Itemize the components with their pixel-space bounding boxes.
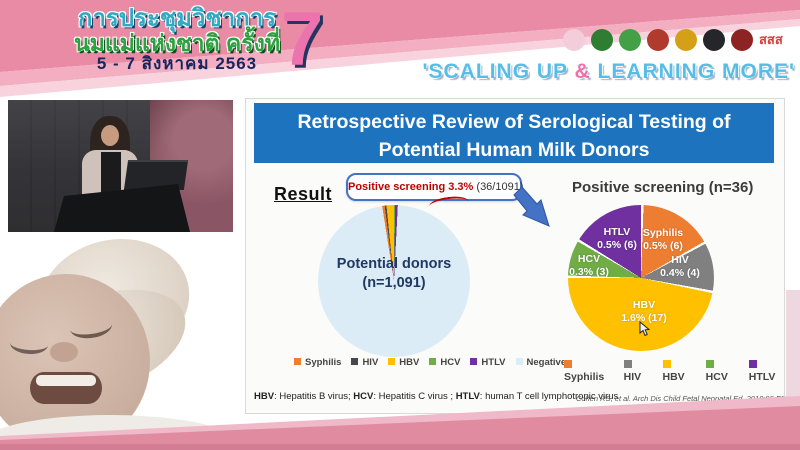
medical-association-black-logo-icon [703,29,725,51]
legend-item: Negative [515,357,566,368]
legend-item: HBV [662,359,694,383]
pie-left-center-label: Potential donors (n=1,091) [318,255,470,293]
conference-title: การประชุมวิชาการ นมแม่แห่งชาติ ครั้งที่ … [52,6,302,73]
slogan-part2: LEARNING MORE' [590,60,795,83]
presentation-slide: Retrospective Review of Serological Test… [245,98,800,414]
child-nose [50,342,78,362]
slice-label-syphilis: Syphilis 0.5% (6) [642,227,684,253]
slogan-ampersand: & [574,60,591,83]
positive-screening-callout: Positive screening 3.3% (36/1091) [346,173,524,201]
slice-label-hbv: HBV 1.6% (17) [621,299,667,325]
child-teeth [36,375,96,386]
legend-item: HBV [388,357,419,368]
legend-item: HCV [429,357,460,368]
top-banner: การประชุมวิชาการ นมแม่แห่งชาติ ครั้งที่ … [0,0,800,100]
legend-key-hbv [388,358,396,365]
public-health-green-logo-icon [619,29,641,51]
breastfeeding-foundation-logo-icon [563,29,585,51]
legend-key-hcv [705,360,714,368]
health-ministry-green-logo-icon [591,29,613,51]
legend-item: Syphilis [294,357,341,368]
conference-date: 5 - 7 สิงหาคม 2563 [96,54,258,74]
slide-title: Retrospective Review of Serological Test… [254,103,774,163]
speaker-face [101,125,119,146]
conference-title-line1: การประชุมวิชาการ [77,5,277,32]
sponsor-logos-row: สสส [563,29,783,51]
dark-red-crest-logo-icon [731,29,753,51]
legend-right-pie: Syphilis HIV HBV HCV HTLV [564,359,784,383]
conference-title-line2: นมแม่แห่งชาติ ครั้งที่ [73,30,281,57]
university-red-gold-logo-icon [647,29,669,51]
callout-detail: (36/1091) [473,181,524,193]
child-smile [30,372,102,404]
edition-number: 7 [281,0,324,82]
slide-title-line2: Potential Human Milk Donors [378,139,650,162]
legend-item: HCV [705,359,737,383]
result-heading: Result [274,184,333,204]
legend-item: HTLV [748,359,784,383]
reference-citation: Cohen RS, et al. Arch Dis Child Fetal Ne… [576,394,800,403]
mouse-cursor-icon [639,321,651,337]
podium-laptop [123,160,189,190]
legend-key-hcv [429,358,437,365]
bottom-band-dark-edge [0,444,800,450]
legend-item: HIV [623,359,651,383]
legend-key-hiv [623,360,632,368]
legend-key-htlv [748,360,757,368]
slice-label-hcv: HCV 0.3% (3) [569,253,609,279]
slice-label-htlv: HTLV 0.5% (6) [597,226,637,252]
speaker-video-feed[interactable] [8,100,233,232]
legend-key-htlv [470,358,478,365]
thai-health-promotion-logo-icon: สสส [759,32,783,47]
arrow-right-down-icon [513,186,550,227]
pie-left-label-line1: Potential donors [336,256,452,272]
legend-key-syphilis [564,360,572,368]
legend-item: Syphilis [564,359,612,383]
slide-title-line1: Retrospective Review of Serological Test… [297,111,731,133]
conference-slogan: 'SCALING UP & LEARNING MORE' [380,60,795,84]
right-edge-pink-strip [786,290,800,450]
royal-gold-crest-logo-icon [675,29,697,51]
legend-item: HIV [351,357,378,368]
legend-key-negative [515,358,523,365]
legend-item: HTLV [470,357,506,368]
slice-label-hiv: HIV 0.4% (4) [660,254,700,280]
legend-key-syphilis [294,358,301,365]
speaker-shirt [101,152,121,194]
legend-key-hbv [662,360,671,368]
callout-highlight: Positive screening 3.3% [348,181,474,193]
legend-key-hiv [351,358,359,365]
slogan-part1: 'SCALING UP [422,60,575,83]
pie-left-label-line2: (n=1,091) [362,274,426,291]
legend-left-pie: Syphilis HIV HBV HCV HTLV Negative [294,357,566,368]
pie-right-title: Positive screening (n=36) [572,179,754,196]
pie-chart-potential-donors [318,205,470,357]
background-child-photo [0,230,250,442]
abbreviation-footnote: HBV: Hepatitis B virus; HCV: Hepatitis C… [254,391,619,402]
